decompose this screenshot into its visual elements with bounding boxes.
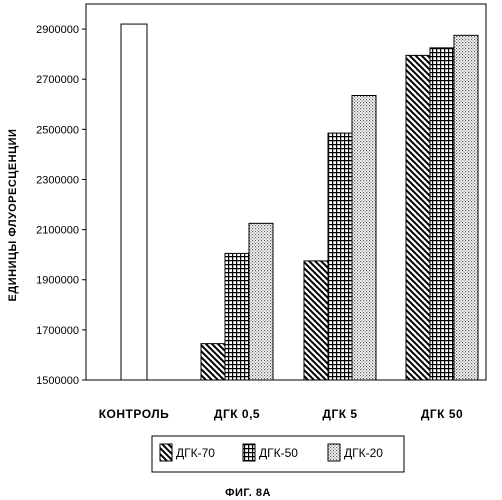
bar-control [121,24,147,380]
legend-swatch-dgk50 [243,444,255,461]
category-label: ДГК 5 [322,407,357,421]
category-labels: КОНТРОЛЬ ДГК 0,5 ДГК 5 ДГК 50 [99,407,463,421]
legend: ДГК-70 ДГК-50 ДГК-20 [152,436,404,472]
y-tick-label: 2700000 [36,74,79,86]
category-label: КОНТРОЛЬ [99,407,170,421]
bar-grid-2 [328,133,352,380]
y-tick-label: 2100000 [36,225,79,237]
bar-grid-1 [225,253,249,380]
y-axis-label: ЕДИНИЦЫ ФЛУОРЕСЦЕНЦИИ [7,129,19,302]
y-tick-label: 2300000 [36,174,79,186]
y-tick-label: 1700000 [36,325,79,337]
bar-hatch-3 [406,55,430,380]
legend-label-dgk50: ДГК-50 [259,446,298,460]
bar-grid-3 [430,48,454,380]
bar-hatch-2 [304,261,328,380]
bar-hatch-1 [201,344,225,380]
y-tick-marks [82,29,86,380]
legend-swatch-dgk20 [328,444,340,461]
y-tick-labels: 1500000 1700000 1900000 2100000 2300000 25000… [36,24,79,387]
category-label: ДГК 50 [421,407,463,421]
figure-caption: ФИГ. 8А [225,487,271,499]
y-tick-label: 2900000 [36,24,79,36]
y-tick-label: 1500000 [36,375,79,387]
y-tick-label: 1900000 [36,275,79,287]
legend-label-dgk70: ДГК-70 [176,446,215,460]
category-label: ДГК 0,5 [214,407,260,421]
bar-dots-1 [249,223,273,380]
bar-dots-3 [454,35,478,380]
y-tick-label: 2500000 [36,124,79,136]
legend-label-dgk20: ДГК-20 [344,446,383,460]
legend-swatch-dgk70 [160,444,172,461]
bar-dots-2 [352,95,376,380]
